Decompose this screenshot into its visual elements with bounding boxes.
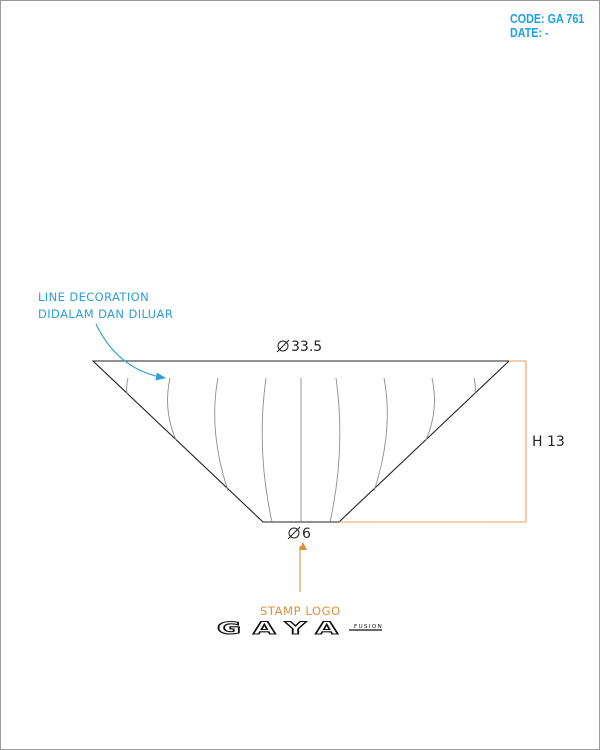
title-block: CODE: GA 761 DATE: - <box>510 12 584 40</box>
code-value: GA 761 <box>547 12 585 26</box>
bottom-diameter-value: 6 <box>302 526 311 542</box>
logo-sub: FUSION <box>354 624 383 630</box>
decoration-note-line2: DIDALAM DAN DILUAR <box>38 307 173 321</box>
code-label: CODE: <box>510 12 545 26</box>
date-row: DATE: - <box>510 26 584 40</box>
decoration-lines <box>126 377 476 523</box>
top-diameter-value: 33.5 <box>291 339 322 355</box>
decoration-arrow <box>95 323 166 381</box>
top-diameter-label: 33.5 <box>276 339 322 355</box>
decoration-line <box>126 377 129 395</box>
decoration-line <box>167 377 177 441</box>
decoration-line <box>214 377 229 492</box>
diameter-icon <box>276 339 290 353</box>
decoration-line <box>261 377 273 523</box>
decoration-line <box>425 377 435 441</box>
bottom-diameter-label: 6 <box>287 526 311 542</box>
diameter-icon <box>287 526 301 540</box>
decoration-line <box>373 377 388 492</box>
height-dimension <box>339 360 527 523</box>
logo-brand: GAYA <box>217 619 350 639</box>
stamp-label: STAMP LOGO <box>260 604 341 618</box>
date-label: DATE: <box>510 26 543 40</box>
date-value: - <box>545 26 549 40</box>
decoration-line <box>329 377 341 523</box>
decoration-line <box>473 377 476 395</box>
decoration-note-line1: LINE DECORATION <box>38 290 149 304</box>
code-row: CODE: GA 761 <box>510 12 584 26</box>
height-label: H 13 <box>532 434 565 450</box>
gaya-fusion-logo: GAYA FUSION <box>216 618 383 640</box>
